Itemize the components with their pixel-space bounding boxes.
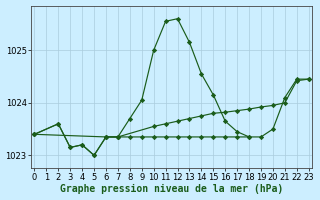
- X-axis label: Graphe pression niveau de la mer (hPa): Graphe pression niveau de la mer (hPa): [60, 184, 283, 194]
